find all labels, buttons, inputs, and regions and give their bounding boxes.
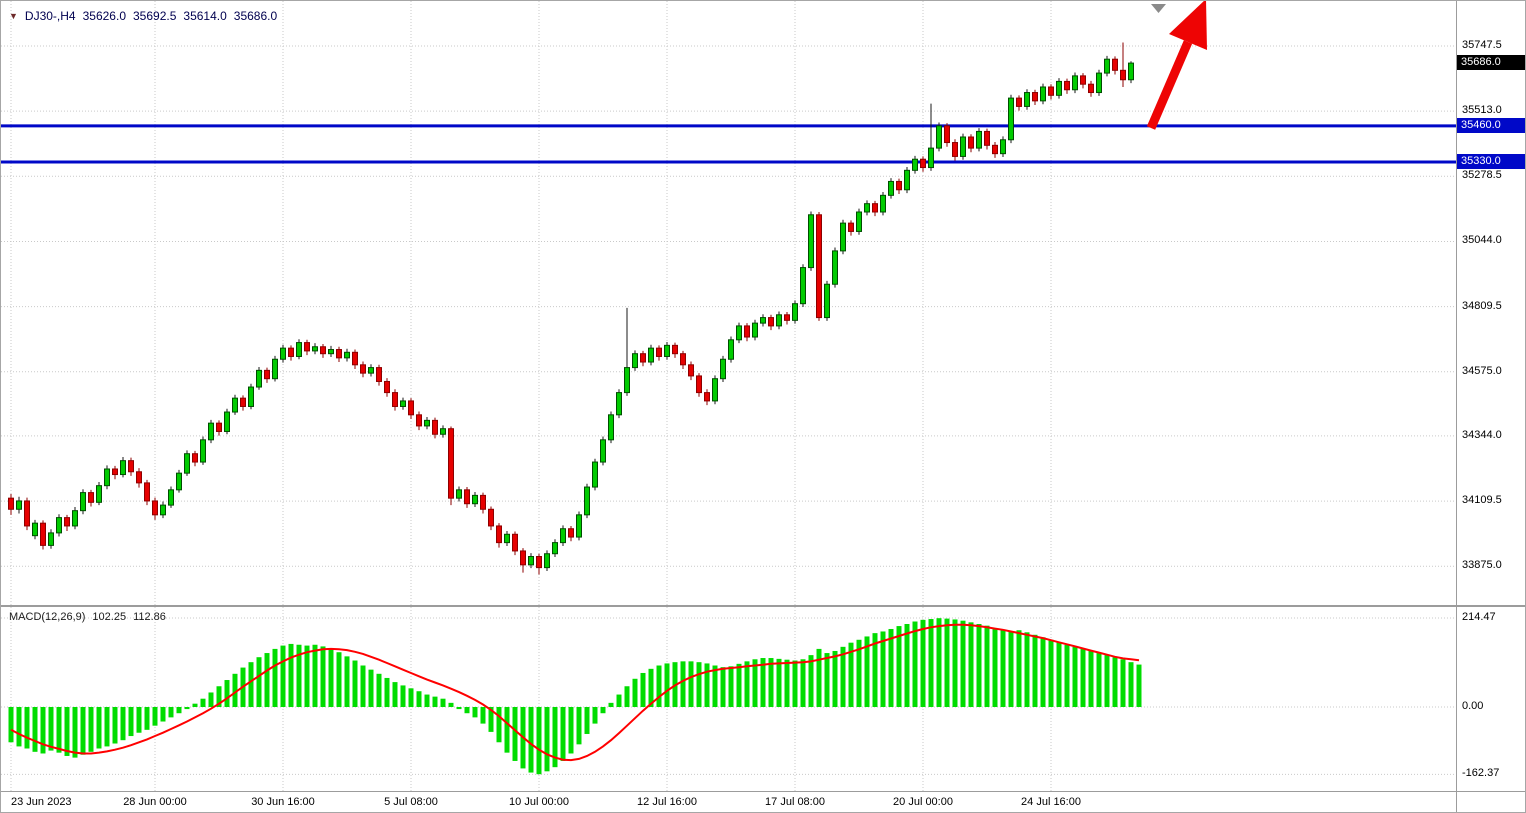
macd-signal-line: [10, 623, 1140, 762]
symbol-timeframe: DJ30-,H4: [24, 9, 76, 23]
current-price-badge: 35686.0: [1457, 55, 1525, 71]
price-tick-label: 35278.5: [1462, 169, 1502, 182]
price-tick-label: 35513.0: [1462, 104, 1502, 117]
time-axis-label: 10 Jul 00:00: [509, 796, 569, 808]
grid: [1, 1, 1456, 791]
chart-header: ▼ DJ30-,H4 35626.0 35692.5 35614.0 35686…: [9, 9, 277, 23]
price-tick-label: 35747.5: [1462, 39, 1502, 51]
price-tick-label: 34575.0: [1462, 364, 1502, 377]
candlestick-series: [8, 42, 1134, 575]
symbol-dropdown-icon[interactable]: ▼: [9, 11, 18, 21]
price-tick-label: 33875.0: [1462, 559, 1502, 572]
macd-signal-value: 112.86: [133, 611, 166, 623]
price-tick-label: 35044.0: [1462, 234, 1502, 247]
resistance-level-badge: 35460.0: [1457, 117, 1525, 133]
macd-tick-label: -162.37: [1462, 767, 1500, 780]
time-axis-label: 24 Jul 16:00: [1021, 796, 1081, 808]
ohlc-low: 35614.0: [183, 9, 227, 23]
ohlc-high: 35692.5: [133, 9, 177, 23]
macd-indicator-label: MACD(12,26,9) 102.25 112.86: [9, 611, 166, 623]
macd-tick-label: 214.47: [1462, 611, 1496, 623]
time-axis[interactable]: 23 Jun 2023 28 Jun 00:00 30 Jun 16:00 5 Jul…: [1, 792, 1456, 812]
macd-tick-label: 0.00: [1462, 700, 1484, 712]
time-axis-label: 5 Jul 08:00: [384, 796, 438, 808]
macd-histogram: [8, 618, 1142, 775]
price-tick-label: 34344.0: [1462, 428, 1502, 441]
time-axis-label: 23 Jun 2023: [11, 796, 72, 808]
time-axis-label: 12 Jul 16:00: [637, 796, 697, 808]
ohlc-open: 35626.0: [82, 9, 126, 23]
time-axis-label: 17 Jul 08:00: [765, 796, 825, 808]
ohlc-close: 35686.0: [233, 9, 278, 23]
price-axis[interactable]: 35747.5 35513.0 35278.5 35044.0 34809.5 34575…: [1457, 1, 1525, 605]
time-axis-label: 20 Jul 00:00: [893, 796, 953, 808]
time-axis-label: 30 Jun 16:00: [251, 796, 315, 808]
macd-axis[interactable]: 214.47 0.00 -162.37: [1457, 608, 1525, 791]
trend-arrow[interactable]: [1146, 1, 1207, 130]
price-tick-label: 34109.5: [1462, 494, 1502, 507]
chart-shift-marker[interactable]: [1151, 4, 1166, 13]
support-level-badge: 35330.0: [1457, 153, 1525, 169]
macd-title: MACD(12,26,9): [9, 611, 86, 623]
price-tick-label: 34809.5: [1462, 299, 1502, 312]
macd-main-value: 102.25: [92, 611, 127, 623]
time-axis-label: 28 Jun 00:00: [123, 796, 187, 808]
